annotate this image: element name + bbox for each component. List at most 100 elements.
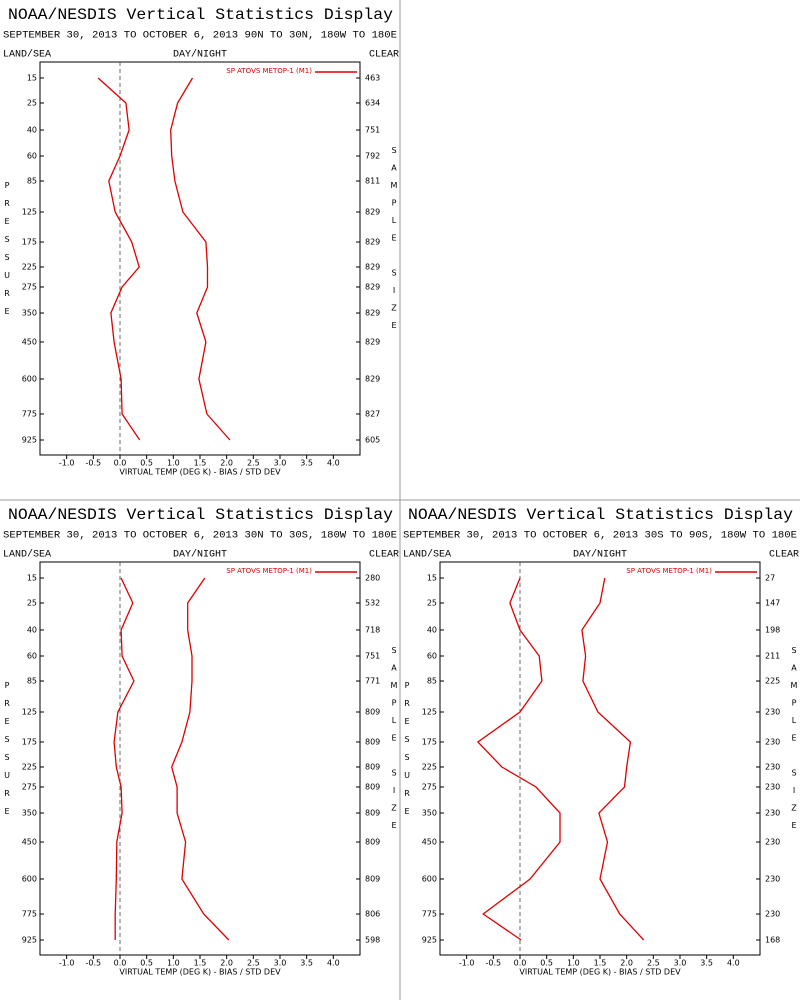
header-label: LAND/SEA bbox=[3, 49, 51, 61]
y-tick-label: 40 bbox=[427, 626, 437, 635]
sample-size-label: 198 bbox=[765, 626, 780, 635]
header-label: LAND/SEA bbox=[403, 549, 451, 561]
y-tick-label: 85 bbox=[27, 177, 37, 186]
y-tick-label: 175 bbox=[22, 738, 37, 747]
x-tick-label: 4.0 bbox=[327, 959, 340, 968]
y-tick-label: 350 bbox=[22, 309, 37, 318]
y-tick-label: 600 bbox=[22, 875, 37, 884]
sample-size-label: 829 bbox=[365, 263, 380, 272]
x-tick-label: 1.5 bbox=[194, 959, 207, 968]
x-tick-label: 2.0 bbox=[220, 959, 233, 968]
sample-size-label: 211 bbox=[765, 652, 780, 661]
sample-size-label: 829 bbox=[365, 238, 380, 247]
y-tick-label: 60 bbox=[27, 652, 37, 661]
sample-size-label: 605 bbox=[365, 436, 380, 445]
header-label: CLEAR bbox=[769, 550, 799, 561]
y-tick-label: 450 bbox=[22, 838, 37, 847]
sample-size-label: 230 bbox=[765, 875, 780, 884]
x-tick-label: 4.0 bbox=[727, 959, 740, 968]
y-tick-label: 25 bbox=[427, 599, 437, 608]
y-tick-label: 40 bbox=[27, 626, 37, 635]
chart-title: NOAA/NESDIS Vertical Statistics Display bbox=[408, 506, 793, 524]
sample-size-label: 532 bbox=[365, 599, 380, 608]
std-dev-line bbox=[581, 577, 645, 941]
chart-panel: NOAA/NESDIS Vertical Statistics Display S… bbox=[3, 506, 400, 976]
sample-size-label: 230 bbox=[765, 838, 780, 847]
sample-size-label: 809 bbox=[365, 708, 380, 717]
y-tick-label: 775 bbox=[422, 910, 437, 919]
sample-size-label: 718 bbox=[365, 626, 380, 635]
bias-line bbox=[476, 577, 561, 941]
y-axis-label: PRESSURE bbox=[403, 681, 412, 825]
sample-size-label: 230 bbox=[765, 708, 780, 717]
sample-size-label: 230 bbox=[765, 783, 780, 792]
legend-label: SP ATOVS METOP-1 (M1) bbox=[626, 567, 712, 575]
x-tick-label: -1.0 bbox=[59, 459, 75, 468]
x-tick-label: 2.5 bbox=[647, 959, 660, 968]
x-tick-label: 1.5 bbox=[594, 959, 607, 968]
x-tick-label: 1.5 bbox=[194, 459, 207, 468]
y-tick-label: 350 bbox=[422, 809, 437, 818]
sample-size-label: 829 bbox=[365, 375, 380, 384]
sample-size-label: 463 bbox=[365, 74, 380, 83]
y2-axis-label: SAMPLE SIZE bbox=[390, 646, 399, 839]
x-axis-label: VIRTUAL TEMP (DEG K) - BIAS / STD DEV bbox=[119, 468, 281, 477]
header-label: LAND/SEA bbox=[3, 549, 51, 561]
x-axis-label: VIRTUAL TEMP (DEG K) - BIAS / STD DEV bbox=[119, 968, 281, 977]
x-tick-label: 0.5 bbox=[140, 959, 153, 968]
sample-size-label: 598 bbox=[365, 936, 380, 945]
x-tick-label: 0.0 bbox=[114, 459, 127, 468]
x-tick-label: -0.5 bbox=[486, 959, 502, 968]
chart-title: NOAA/NESDIS Vertical Statistics Display bbox=[8, 506, 393, 524]
sample-size-label: 230 bbox=[765, 738, 780, 747]
header-label: DAY/NIGHT bbox=[573, 549, 627, 561]
x-tick-label: 3.0 bbox=[674, 959, 687, 968]
y-tick-label: 925 bbox=[422, 936, 437, 945]
x-tick-label: 0.0 bbox=[114, 959, 127, 968]
sample-size-label: 792 bbox=[365, 152, 380, 161]
x-tick-label: 3.5 bbox=[300, 459, 313, 468]
chart-title: NOAA/NESDIS Vertical Statistics Display bbox=[8, 6, 393, 24]
chart-subtitle: SEPTEMBER 30, 2013 TO OCTOBER 6, 2013 30… bbox=[403, 531, 797, 542]
y-tick-label: 225 bbox=[422, 763, 437, 772]
chart-panel: NOAA/NESDIS Vertical Statistics Display S… bbox=[3, 6, 400, 476]
y-tick-label: 600 bbox=[22, 375, 37, 384]
header-label: DAY/NIGHT bbox=[173, 49, 227, 61]
x-tick-label: 2.0 bbox=[220, 459, 233, 468]
sample-size-label: 147 bbox=[765, 599, 780, 608]
y-tick-label: 125 bbox=[422, 708, 437, 717]
y-tick-label: 275 bbox=[22, 283, 37, 292]
sample-size-label: 771 bbox=[365, 677, 380, 686]
y-tick-label: 450 bbox=[422, 838, 437, 847]
y-tick-label: 15 bbox=[427, 574, 437, 583]
x-tick-label: 3.5 bbox=[700, 959, 713, 968]
y-tick-label: 775 bbox=[22, 410, 37, 419]
x-tick-label: 1.0 bbox=[567, 959, 580, 968]
sample-size-label: 829 bbox=[365, 208, 380, 217]
x-tick-label: 0.5 bbox=[140, 459, 153, 468]
sample-size-label: 829 bbox=[365, 338, 380, 347]
x-tick-label: 3.5 bbox=[300, 959, 313, 968]
sample-size-label: 634 bbox=[365, 99, 380, 108]
x-tick-label: -0.5 bbox=[86, 459, 102, 468]
y-tick-label: 85 bbox=[427, 677, 437, 686]
header-label: DAY/NIGHT bbox=[173, 549, 227, 561]
sample-size-label: 168 bbox=[765, 936, 780, 945]
chart-subtitle: SEPTEMBER 30, 2013 TO OCTOBER 6, 2013 30… bbox=[3, 531, 397, 542]
x-tick-label: 2.5 bbox=[247, 459, 260, 468]
y-tick-label: 450 bbox=[22, 338, 37, 347]
y-tick-label: 125 bbox=[22, 708, 37, 717]
x-tick-label: 4.0 bbox=[327, 459, 340, 468]
y-tick-label: 175 bbox=[22, 238, 37, 247]
y-tick-label: 40 bbox=[27, 126, 37, 135]
std-dev-line bbox=[171, 577, 230, 941]
sample-size-label: 811 bbox=[365, 177, 380, 186]
sample-size-label: 809 bbox=[365, 783, 380, 792]
bias-line bbox=[113, 577, 135, 940]
y-tick-label: 125 bbox=[22, 208, 37, 217]
sample-size-label: 230 bbox=[765, 763, 780, 772]
y-tick-label: 600 bbox=[422, 875, 437, 884]
header-label: CLEAR bbox=[369, 50, 399, 61]
x-tick-label: 3.0 bbox=[274, 459, 287, 468]
